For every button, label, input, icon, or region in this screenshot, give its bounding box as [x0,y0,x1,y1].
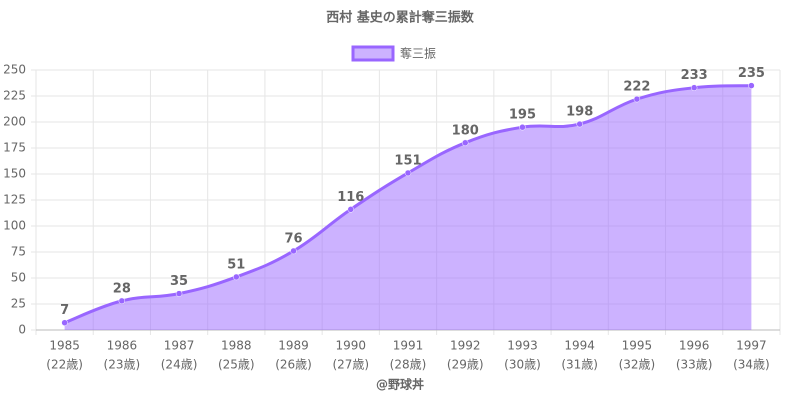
x-tick-label: 1996 [679,339,710,353]
data-label: 76 [284,231,302,246]
x-tick-label: 1994 [564,339,595,353]
x-tick-label: (26歳) [275,358,312,372]
data-label: 28 [113,281,131,296]
x-tick-label: (31歳) [561,358,598,372]
data-label: 116 [337,190,364,205]
data-label: 198 [566,105,593,120]
x-tick-label: (27歳) [332,358,369,372]
area [64,85,752,330]
x-tick-label: (22歳) [46,358,83,372]
x-tick-label: 1989 [278,339,309,353]
y-tick-label: 225 [3,89,26,103]
x-tick-label: (32歳) [619,358,656,372]
y-tick-label: 25 [11,297,26,311]
chart-title: 西村 基史の累計奪三振数 [326,10,475,26]
x-tick-label: 1988 [221,339,252,353]
legend-label: 奪三振 [400,46,436,61]
data-label: 195 [509,108,536,123]
point [519,123,526,131]
x-tick-label: (24歳) [161,358,198,372]
point [175,290,183,297]
y-tick-label: 75 [11,245,26,259]
point [61,319,68,326]
data-label: 7 [60,303,69,318]
data-label: 235 [738,66,765,81]
y-tick-label: 200 [3,115,26,129]
data-label: 51 [227,257,245,272]
x-tick-label: (29歳) [447,358,484,372]
point [404,169,412,177]
x-tick-label: (30歳) [504,358,541,372]
point [576,120,583,128]
y-tick-label: 250 [3,63,26,77]
data-label: 151 [394,153,421,168]
point [347,206,355,213]
point [290,247,297,255]
point [633,95,641,103]
point [748,82,755,89]
point [233,273,240,281]
data-label: 222 [623,80,650,95]
x-tick-label: 1986 [107,339,138,353]
x-tick-label: 1987 [164,339,195,353]
y-tick-label: 100 [3,219,26,233]
x-tick-label: (28歳) [390,358,427,372]
y-tick-label: 50 [11,271,26,285]
x-tick-label: 1991 [393,339,424,353]
x-tick-label: (23歳) [104,358,141,372]
x-tick-label: 1992 [450,339,481,353]
point [118,297,126,305]
x-tick-label: 1985 [49,339,80,353]
point [461,139,469,147]
y-tick-label: 125 [3,193,26,207]
x-tick-label: 1993 [507,339,538,353]
x-tick-label: 1995 [622,339,653,353]
x-tick-label: 1997 [736,339,767,353]
point [690,84,698,91]
data-label: 35 [170,274,188,289]
x-tick-label: 1990 [335,339,366,353]
x-tick-label: (25歳) [218,358,255,372]
x-tick-label: (34歳) [733,358,770,372]
footer: @野球丼 [376,377,424,392]
y-tick-label: 0 [18,323,26,337]
x-tick-label: (33歳) [676,358,713,372]
legend-swatch [351,45,395,62]
data-label: 180 [452,123,479,138]
data-label: 233 [681,68,708,83]
y-tick-label: 150 [3,167,26,181]
y-tick-label: 175 [3,141,26,155]
